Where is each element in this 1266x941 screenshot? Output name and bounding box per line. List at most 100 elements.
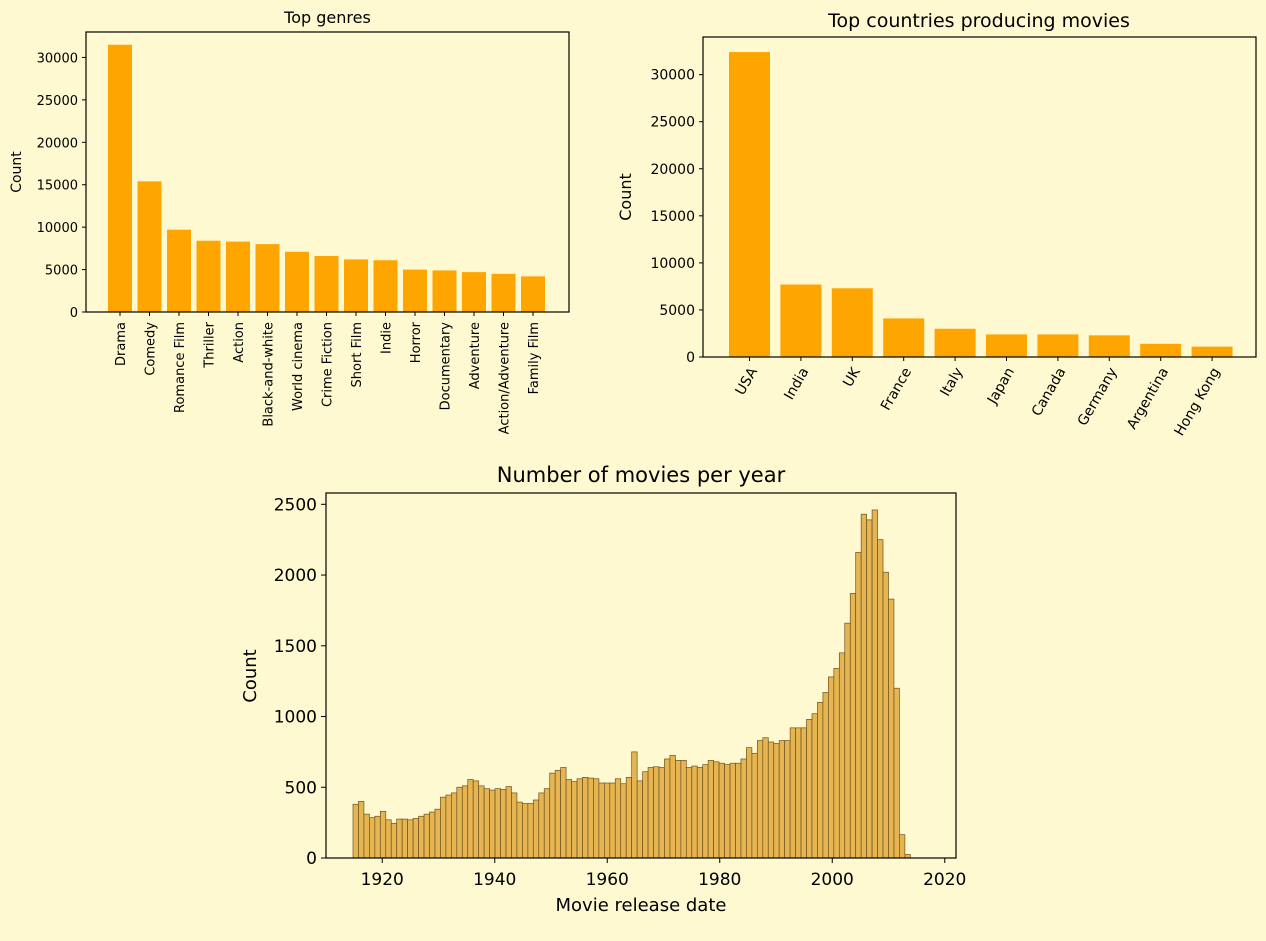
x-tick-label: Adventure	[468, 322, 483, 389]
genres-bars	[108, 44, 545, 313]
countries-axes-frame	[702, 36, 1257, 358]
x-tick-label: Documentary	[439, 322, 454, 411]
histogram-bar	[707, 760, 714, 859]
x-tick-label: Crime Fiction	[321, 322, 336, 407]
y-tick-label: 5000	[45, 264, 78, 279]
x-tick-label: Action	[232, 322, 247, 363]
histogram-bar	[418, 815, 425, 859]
bar-italy	[934, 328, 976, 357]
histogram-bar	[445, 794, 452, 859]
histogram-bar	[587, 777, 594, 859]
histogram-bar	[866, 519, 873, 859]
histogram-bar	[625, 777, 633, 859]
x-tick-label: 1920	[361, 870, 404, 890]
bar-romance-film	[167, 229, 191, 312]
bar-family-film	[521, 276, 545, 312]
histogram-bar	[500, 789, 507, 859]
y-tick-label: 20000	[650, 162, 695, 178]
x-tick-label: Argentina	[1124, 365, 1172, 432]
histogram-bar	[363, 813, 370, 859]
histogram-bar	[653, 766, 660, 859]
countries-bars	[729, 52, 1233, 357]
x-tick-label: Canada	[1029, 365, 1069, 419]
histogram-bar	[576, 778, 583, 859]
histogram-bar	[434, 808, 441, 859]
histogram-bar	[811, 713, 818, 859]
bar-action-adventure	[491, 273, 516, 312]
x-tick-label: World cinema	[291, 322, 306, 411]
histogram-bar	[631, 751, 638, 859]
x-tick-label: Action/Adventure	[498, 322, 513, 434]
histogram-bar	[713, 761, 720, 859]
histogram-bar	[369, 817, 376, 859]
histogram-bar	[718, 762, 725, 859]
histogram-bar	[833, 668, 840, 859]
histogram-bar	[483, 788, 490, 859]
histogram-bar	[505, 786, 512, 859]
x-tick-label: Romance Film	[173, 322, 188, 413]
y-tick-label: 25000	[650, 115, 695, 131]
countries-title: Top countries producing movies	[827, 10, 1130, 32]
x-tick-label: Drama	[114, 322, 129, 366]
histogram-bar	[800, 727, 807, 859]
x-tick-label: 2020	[923, 870, 966, 890]
histogram-bar	[735, 762, 742, 859]
histogram-bar	[494, 788, 501, 859]
histogram-bar	[838, 652, 846, 859]
histogram-bar	[461, 785, 469, 859]
bar-drama	[108, 44, 132, 313]
bar-documentary	[432, 270, 457, 312]
histogram-bar	[467, 779, 474, 859]
histogram-bar	[478, 785, 485, 859]
bar-short-film	[344, 259, 368, 312]
histogram-bar	[789, 727, 796, 859]
bar-france	[883, 318, 925, 357]
histogram-bar	[358, 801, 365, 859]
histogram-bar	[554, 769, 561, 859]
y-tick-label: 10000	[37, 221, 78, 236]
histogram-bar	[773, 743, 780, 859]
histogram-bar	[899, 834, 906, 859]
y-tick-label: 0	[686, 350, 695, 366]
years-x-ticks: 1920 1940 1960 1980 2000 2020	[361, 858, 966, 890]
histogram-bar	[352, 803, 359, 859]
histogram-bar	[489, 789, 496, 859]
x-tick-label: Short Film	[350, 322, 365, 387]
x-tick-label: Comedy	[144, 322, 159, 376]
histogram-bar	[877, 539, 884, 859]
histogram-bar	[456, 786, 463, 859]
x-tick-label: France	[878, 365, 915, 413]
histogram-bar	[412, 818, 419, 859]
histogram-bar	[888, 598, 895, 859]
countries-ylabel: Count	[616, 173, 635, 221]
histogram-bar	[472, 780, 480, 859]
histogram-bar	[516, 801, 523, 859]
histogram-bar	[390, 822, 398, 859]
histogram-bar	[817, 702, 824, 859]
histogram-bar	[582, 777, 589, 859]
countries-y-ticks: 0 5000 10000 15000 20000 25000 30000	[650, 68, 703, 366]
y-tick-label: 20000	[37, 136, 78, 151]
histogram-bar	[849, 593, 857, 859]
histogram-bar	[762, 737, 769, 859]
histogram-bar	[751, 752, 758, 859]
x-tick-label: UK	[840, 364, 864, 390]
genres-ylabel: Count	[9, 151, 25, 193]
genres-y-ticks: 0 5000 10000 15000 20000 25000 30000	[37, 51, 86, 321]
histogram-bar	[647, 767, 654, 859]
histogram-bar	[702, 764, 709, 859]
bar-crime-fiction	[314, 256, 339, 312]
histogram-bar	[636, 780, 643, 859]
histogram-bar	[691, 765, 698, 859]
y-tick-label: 500	[285, 778, 317, 798]
bar-usa	[729, 52, 770, 357]
years-ylabel: Count	[240, 649, 261, 702]
histogram-bar	[440, 796, 447, 859]
x-tick-label: 1940	[473, 870, 516, 890]
histogram-bar	[571, 781, 578, 859]
bar-argentina	[1140, 343, 1182, 357]
years-xlabel: Movie release date	[556, 895, 727, 916]
x-tick-label: 1980	[698, 870, 741, 890]
histogram-bar	[593, 778, 600, 859]
bar-canada	[1037, 334, 1079, 357]
